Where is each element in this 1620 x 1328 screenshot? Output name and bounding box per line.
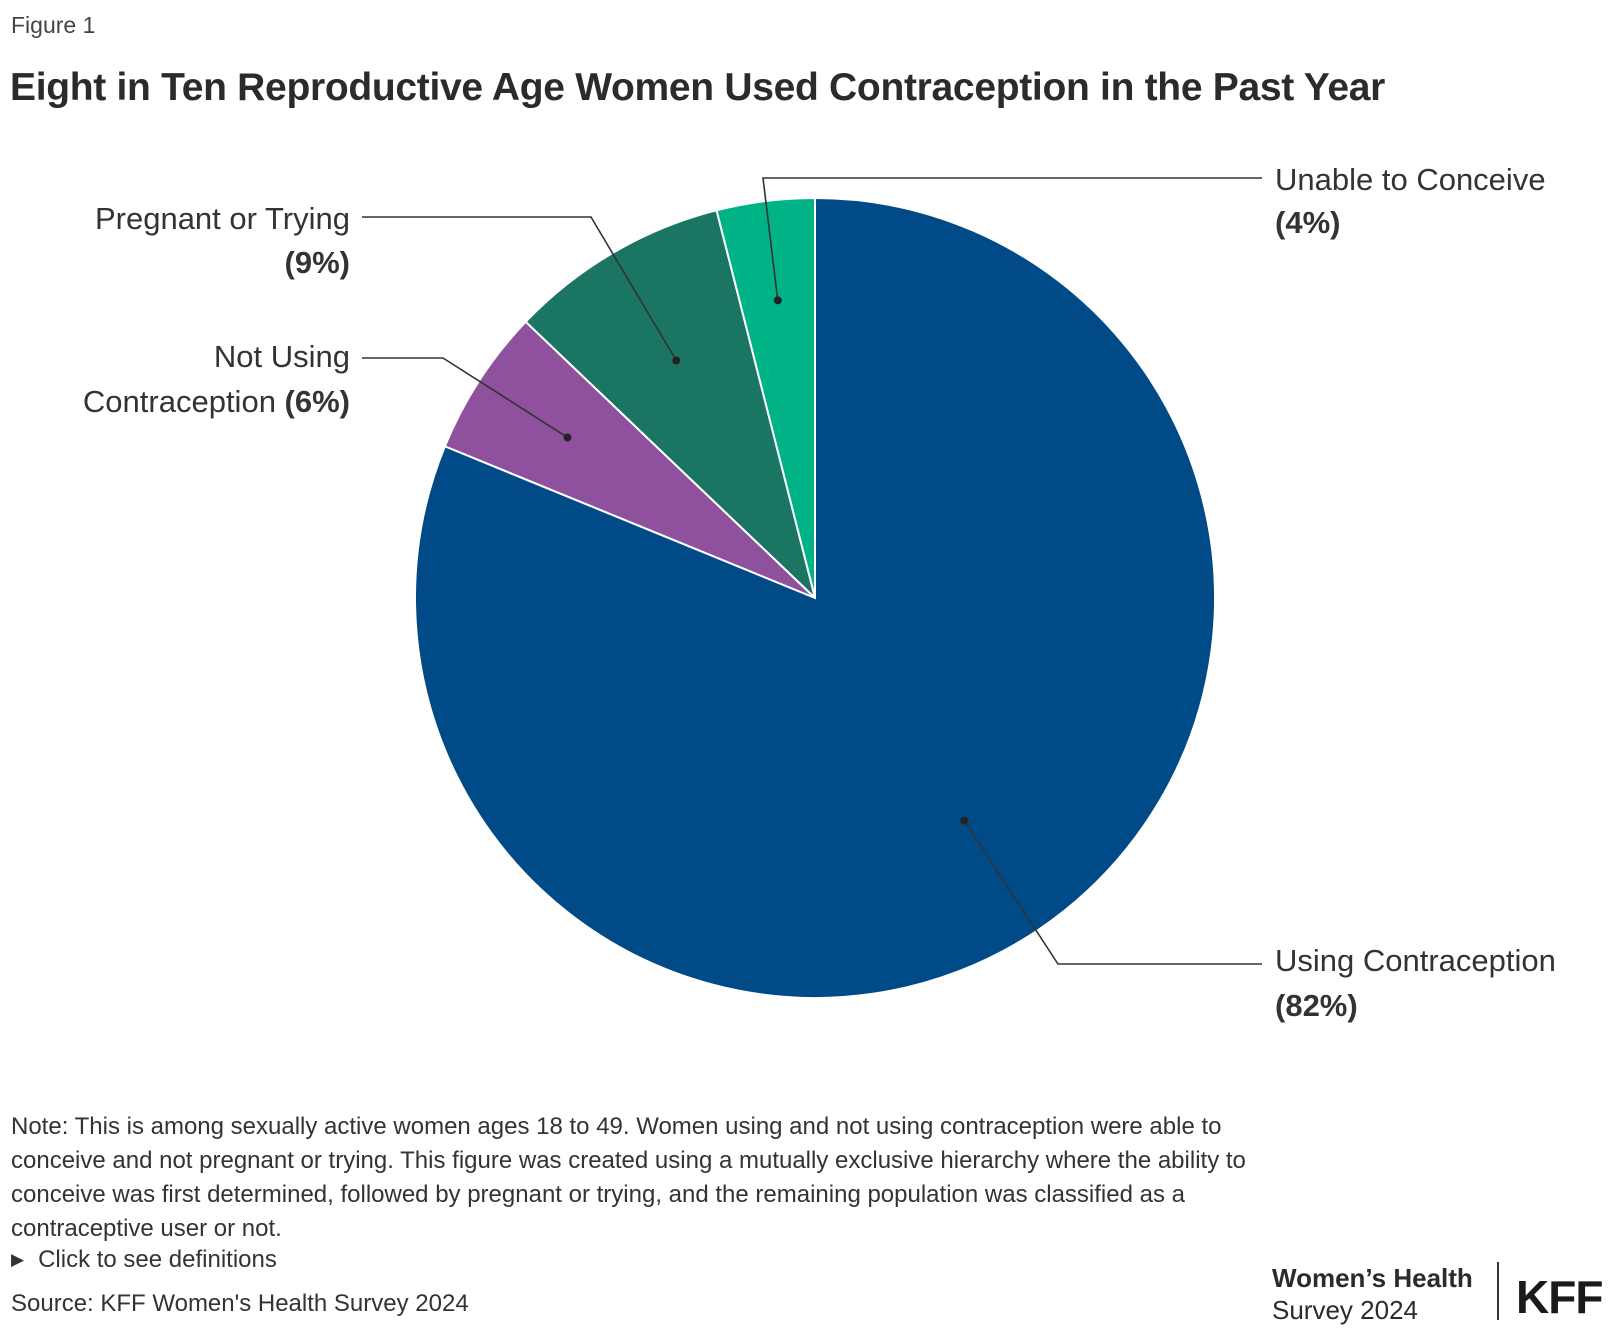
leader-dot-not-using-contraception [563,433,572,442]
triangle-right-icon: ▶ [11,1250,25,1269]
label-not-using: Not Using [214,339,350,374]
leader-dot-unable-to-conceive [773,296,782,305]
brand-line2: Survey 2024 [1272,1295,1418,1325]
definitions-toggle[interactable]: ▶ Click to see definitions [11,1246,277,1274]
label-unable-pct: (4%) [1275,205,1340,240]
label-using-contraception: Using Contraception [1275,943,1556,978]
leader-lines [362,177,1262,965]
brand-divider [1497,1262,1499,1320]
pie-slice-pregnant-or-trying [524,209,817,602]
label-unable-to-conceive: Unable to Conceive [1275,162,1546,197]
leader-line-using-contraception [963,820,1262,965]
leader-line-pregnant-or-trying [362,216,677,361]
brand-line1: Women’s Health [1272,1263,1473,1293]
leader-dot-pregnant-or-trying [672,356,681,365]
kff-logo: KFF [1516,1271,1603,1323]
pie-chart: Unable to Conceive (4%) Pregnant or Tryi… [83,162,1556,1023]
pie-slice-using-contraception [414,196,1216,999]
survey-brand: Women’s Health Survey 2024 [1272,1262,1473,1326]
figure-label: Figure 1 [11,12,96,38]
label-using-pct: (82%) [1275,988,1358,1023]
label-unable-name: Unable to Conceive [1275,162,1546,197]
source-text: Source: KFF Women's Health Survey 2024 [11,1290,469,1317]
label-not-using-contraception: Contraception (6%) [83,384,350,419]
pie-slices [414,196,1216,999]
chart-title: Eight in Ten Reproductive Age Women Used… [10,66,1385,109]
leader-line-not-using-contraception [362,357,568,439]
definitions-link[interactable]: Click to see definitions [38,1246,277,1273]
leader-line-unable-to-conceive [762,177,1262,301]
leader-dot-using-contraception [960,816,969,825]
label-pregnant-pct: (9%) [285,245,350,280]
chart-note: Note: This is among sexually active wome… [11,1113,1246,1242]
label-pregnant-or-trying: Pregnant or Trying [95,201,350,236]
